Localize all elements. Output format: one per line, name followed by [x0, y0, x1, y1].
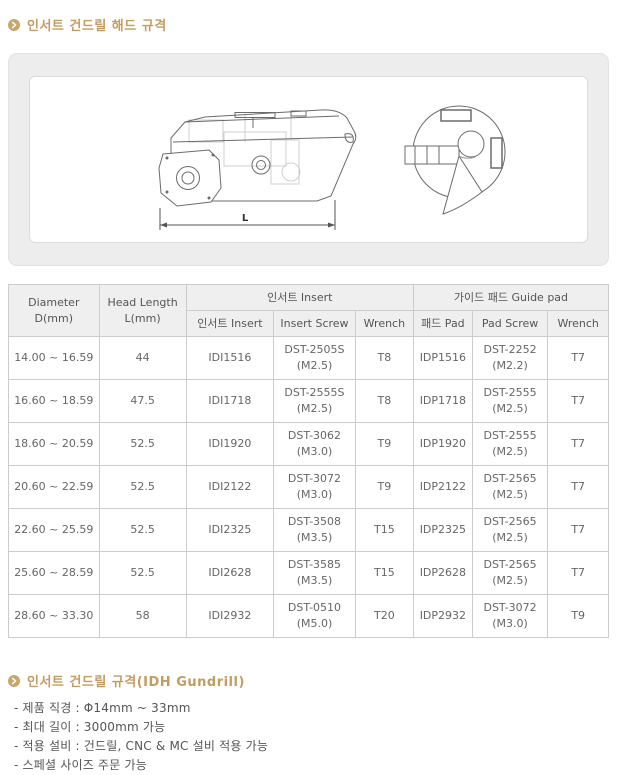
table-row: 14.00 ~ 16.59 44 IDI1516 DST-2505S (M2.5… [8, 336, 609, 380]
cell-pad: IDP1920 [412, 422, 473, 466]
col-header-insert: 인서트 Insert [185, 310, 275, 337]
group-header-insert: 인서트 Insert [185, 284, 414, 311]
cell-head-length: 52.5 [98, 551, 187, 595]
cell-insert-wrench: T15 [354, 551, 414, 595]
cell-insert-screw: DST-3508 (M3.5) [273, 508, 356, 552]
col-header-pad: 패드 Pad [412, 310, 473, 337]
col-header-pad-wrench: Wrench [547, 310, 609, 337]
cell-diameter: 14.00 ~ 16.59 [8, 336, 100, 380]
cell-insert-screw: DST-0510 (M5.0) [273, 594, 356, 638]
cell-head-length: 44 [98, 336, 187, 380]
cell-insert-screw: DST-3585 (M3.5) [273, 551, 356, 595]
cell-insert-wrench: T15 [354, 508, 414, 552]
cell-insert: IDI1920 [185, 422, 275, 466]
cell-head-length: 52.5 [98, 422, 187, 466]
table-row: 18.60 ~ 20.59 52.5 IDI1920 DST-3062 (M3.… [8, 422, 609, 466]
cell-insert: IDI1718 [185, 379, 275, 423]
cell-head-length: 58 [98, 594, 187, 638]
drawing-panel: L [8, 53, 609, 266]
footer-section-title: 인서트 건드릴 규격(IDH Gundrill) [27, 675, 245, 690]
table-header-row-sub: 인서트 Insert Insert Screw Wrench 패드 Pad Pa… [9, 310, 609, 337]
circle-chevron-right-icon [8, 18, 20, 31]
cell-pad-wrench: T7 [547, 551, 609, 595]
side-view-drawing [157, 108, 356, 207]
cell-pad-screw: DST-2252 (M2.2) [471, 336, 549, 380]
cell-pad: IDP1516 [412, 336, 473, 380]
cell-pad-screw: DST-2555 (M2.5) [471, 379, 549, 423]
cell-pad-wrench: T7 [547, 508, 609, 552]
circle-chevron-right-icon [8, 674, 20, 687]
table-row: 20.60 ~ 22.59 52.5 IDI2122 DST-3072 (M3.… [8, 465, 609, 509]
section-heading-gundrill-spec: 인서트 건드릴 규격(IDH Gundrill) [8, 671, 617, 690]
cell-insert-wrench: T8 [354, 336, 414, 380]
col-header-diameter: Diameter D(mm) [8, 284, 100, 337]
section-heading-head-spec: 인서트 건드릴 해드 규격 [8, 0, 617, 34]
spec-table: Diameter D(mm) Head Length L(mm) 인서트 Ins… [8, 284, 610, 638]
cell-insert-screw: DST-2555S (M2.5) [273, 379, 356, 423]
cell-pad-screw: DST-2565 (M2.5) [471, 551, 549, 595]
cell-head-length: 52.5 [98, 508, 187, 552]
cell-pad: IDP2932 [412, 594, 473, 638]
spec-list: - 제품 직경 : Φ14mm ~ 33mm - 최대 길이 : 3000mm … [14, 699, 617, 775]
cell-pad: IDP2122 [412, 465, 473, 509]
technical-drawing: L [157, 105, 505, 230]
cell-diameter: 20.60 ~ 22.59 [8, 465, 100, 509]
cell-pad: IDP2325 [412, 508, 473, 552]
table-row: 16.60 ~ 18.59 47.5 IDI1718 DST-2555S (M2… [8, 379, 609, 423]
cell-head-length: 52.5 [98, 465, 187, 509]
table-row: 22.60 ~ 25.59 52.5 IDI2325 DST-3508 (M3.… [8, 508, 609, 552]
spec-list-item-equipment: - 적용 설비 : 건드릴, CNC & MC 설비 적용 가능 [14, 739, 269, 753]
cell-pad-screw: DST-3072 (M3.0) [471, 594, 549, 638]
cell-insert-wrench: T9 [354, 465, 414, 509]
drawing-canvas: L [29, 76, 588, 243]
dimension-label: L [241, 213, 248, 224]
cell-insert-screw: DST-2505S (M2.5) [273, 336, 356, 380]
cell-pad-screw: DST-2555 (M2.5) [471, 422, 549, 466]
cell-pad: IDP2628 [412, 551, 473, 595]
cell-diameter: 16.60 ~ 18.59 [8, 379, 100, 423]
cell-insert-screw: DST-3062 (M3.0) [273, 422, 356, 466]
group-header-guide-pad: 가이드 패드 Guide pad [412, 284, 610, 311]
col-header-insert-wrench: Wrench [354, 310, 414, 337]
col-header-pad-screw: Pad Screw [471, 310, 549, 337]
page-title: 인서트 건드릴 해드 규격 [27, 19, 167, 34]
table-row: 25.60 ~ 28.59 52.5 IDI2628 DST-3585 (M3.… [8, 551, 609, 595]
col-header-head-length: Head Length L(mm) [98, 284, 187, 337]
cell-insert-wrench: T9 [354, 422, 414, 466]
cell-diameter: 25.60 ~ 28.59 [8, 551, 100, 595]
cell-insert: IDI2932 [185, 594, 275, 638]
cell-insert: IDI2325 [185, 508, 275, 552]
cell-pad-screw: DST-2565 (M2.5) [471, 465, 549, 509]
col-header-insert-screw: Insert Screw [273, 310, 356, 337]
cell-diameter: 18.60 ~ 20.59 [8, 422, 100, 466]
cell-insert-wrench: T8 [354, 379, 414, 423]
cell-insert-screw: DST-3072 (M3.0) [273, 465, 356, 509]
cell-pad-wrench: T7 [547, 379, 609, 423]
cell-pad-screw: DST-2565 (M2.5) [471, 508, 549, 552]
spec-list-item-diameter: - 제품 직경 : Φ14mm ~ 33mm [14, 701, 191, 715]
dimension-line [159, 199, 335, 230]
table-row: 28.60 ~ 33.30 58 IDI2932 DST-0510 (M5.0)… [8, 594, 609, 638]
cell-insert: IDI2122 [185, 465, 275, 509]
cell-pad-wrench: T7 [547, 465, 609, 509]
spec-list-item-max-length: - 최대 길이 : 3000mm 가능 [14, 720, 166, 734]
cell-pad-wrench: T7 [547, 422, 609, 466]
cell-diameter: 28.60 ~ 33.30 [8, 594, 100, 638]
table-header-row-groups: Diameter D(mm) Head Length L(mm) 인서트 Ins… [8, 284, 610, 337]
cell-pad-wrench: T9 [547, 594, 609, 638]
cell-head-length: 47.5 [98, 379, 187, 423]
cell-insert: IDI2628 [185, 551, 275, 595]
cell-insert-wrench: T20 [354, 594, 414, 638]
cell-pad: IDP1718 [412, 379, 473, 423]
end-view-drawing [404, 105, 505, 215]
cell-insert: IDI1516 [185, 336, 275, 380]
cell-pad-wrench: T7 [547, 336, 609, 380]
cell-diameter: 22.60 ~ 25.59 [8, 508, 100, 552]
